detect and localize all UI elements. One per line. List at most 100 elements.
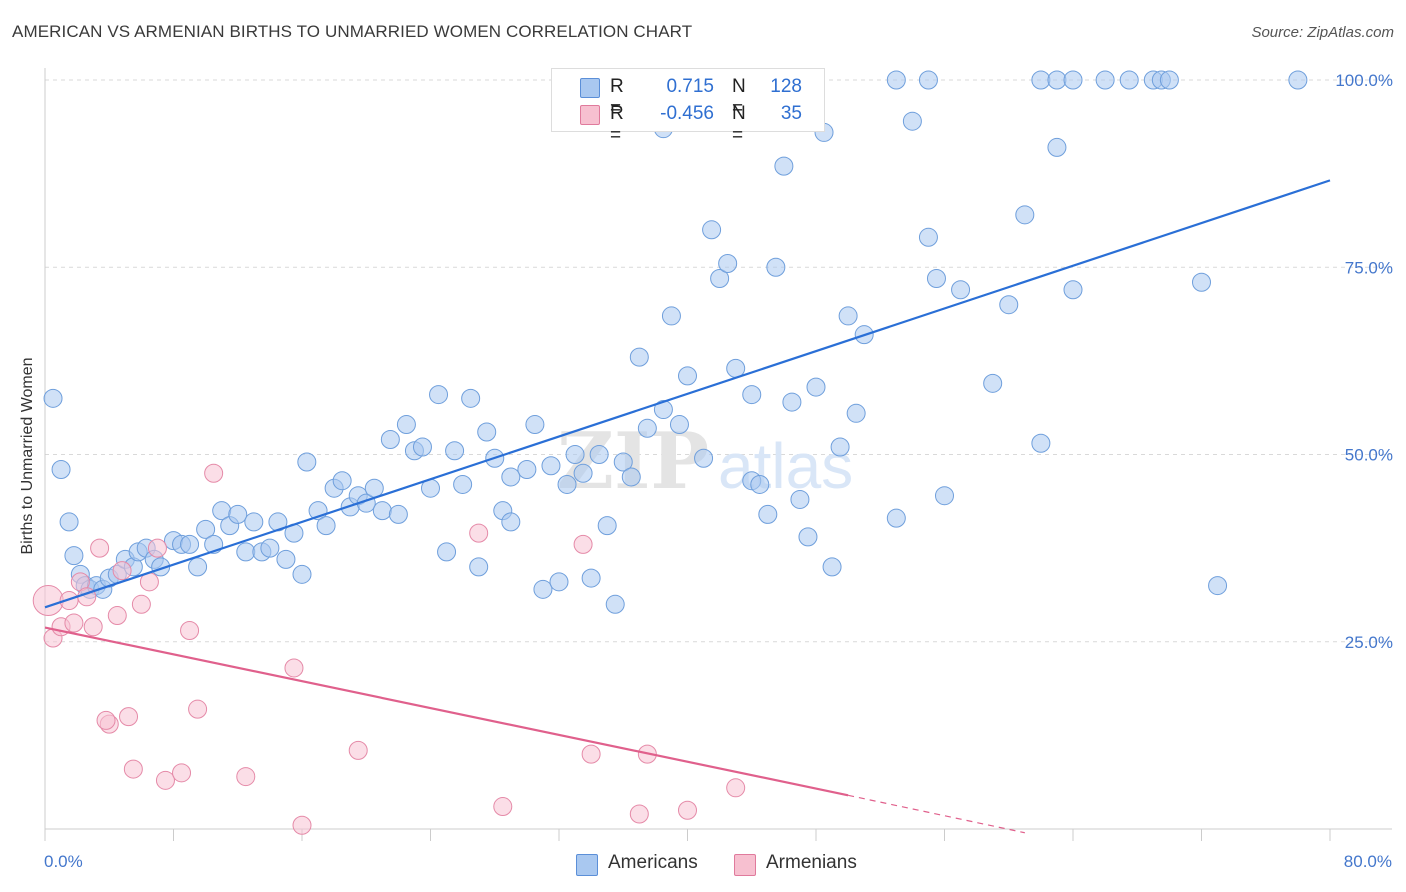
american-point [694, 448, 714, 468]
armenian-point [107, 606, 127, 626]
american-point [412, 437, 432, 457]
american-point [188, 557, 208, 577]
american-point [316, 516, 336, 536]
american-point [822, 557, 842, 577]
american-point [297, 452, 317, 472]
n-label: N = [732, 76, 746, 119]
armenian-point [147, 538, 167, 558]
watermark: ZIP atlas [557, 416, 853, 507]
n-value: 35 [780, 103, 802, 124]
armenians-swatch [580, 105, 600, 125]
american-point [637, 418, 657, 438]
armenian-point [155, 770, 175, 790]
american-point [1208, 576, 1228, 596]
american-point [1063, 70, 1083, 90]
american-point [766, 257, 786, 277]
american-point [782, 392, 802, 412]
y-tick-label: 50.0% [1345, 446, 1393, 465]
armenian-point [284, 658, 304, 678]
armenian-point [629, 804, 649, 824]
american-point [742, 385, 762, 405]
armenian-point [292, 815, 312, 835]
source-label: Source: ZipAtlas.com [1251, 24, 1394, 41]
armenian-point [112, 561, 132, 581]
american-point [1192, 272, 1211, 292]
american-point [525, 415, 545, 435]
american-point [196, 519, 216, 539]
american-point [1095, 70, 1115, 90]
american-point [236, 542, 256, 562]
legend: Americans Armenians [0, 852, 1406, 876]
american-point [565, 445, 585, 464]
american-point [918, 70, 938, 90]
american-point [64, 546, 84, 566]
american-point [332, 471, 352, 491]
american-point [918, 227, 938, 247]
y-tick-label: 25.0% [1345, 633, 1393, 652]
armenians-legend-swatch [734, 854, 756, 876]
american-point [605, 594, 625, 614]
american-point [830, 437, 850, 457]
american-point [621, 467, 641, 487]
american-point [541, 456, 561, 476]
american-point [926, 268, 946, 288]
armenian-point [581, 744, 601, 764]
armenians-trend-extension [848, 794, 1025, 834]
american-point [886, 70, 906, 90]
armenian-point [469, 523, 489, 543]
americans-legend-swatch [576, 854, 598, 876]
n-label: N = [732, 103, 746, 146]
americans-trend-line [44, 179, 1331, 609]
american-point [1031, 433, 1051, 453]
american-point [180, 534, 200, 554]
american-point [461, 388, 481, 408]
armenian-point [188, 699, 208, 719]
armenian-point [726, 778, 746, 798]
american-point [790, 489, 810, 509]
american-point [838, 306, 858, 326]
y-tick-labels: 25.0% 50.0% 75.0% 100.0% [1335, 71, 1393, 652]
american-point [244, 512, 264, 532]
american-point [477, 422, 497, 442]
american-point [59, 512, 79, 532]
american-point [276, 549, 296, 569]
american-point [1015, 205, 1035, 225]
watermark-atlas: atlas [718, 430, 853, 502]
american-point [798, 527, 818, 547]
armenian-point [90, 538, 110, 558]
r-label: R = [610, 76, 624, 119]
armenian-point [32, 585, 64, 617]
american-point [1047, 70, 1067, 90]
r-value: 0.715 [666, 76, 714, 97]
x-tick-max: 80.0% [1343, 852, 1392, 871]
american-point [718, 254, 738, 274]
armenian-point [96, 710, 116, 730]
american-point [661, 306, 681, 326]
american-point [774, 156, 794, 176]
american-point [549, 572, 569, 592]
american-point [445, 441, 465, 461]
armenian-point [348, 740, 368, 760]
american-point [669, 415, 689, 435]
american-point [902, 111, 922, 131]
american-point [501, 467, 521, 487]
american-point [999, 295, 1019, 315]
american-point [437, 542, 457, 562]
american-point [501, 512, 521, 532]
american-point [702, 220, 722, 240]
armenian-point [123, 759, 143, 779]
american-point [533, 579, 553, 599]
legend-label: Americans [608, 852, 698, 873]
american-point [1159, 70, 1179, 90]
x-tick-min: 0.0% [44, 852, 83, 871]
americans-swatch [580, 78, 600, 98]
american-point [597, 516, 617, 536]
american-point [292, 564, 312, 584]
armenian-point [493, 797, 513, 817]
american-point [380, 430, 400, 450]
american-point [951, 280, 971, 300]
american-point [653, 400, 673, 420]
armenians-trend-line [44, 626, 849, 797]
american-point [846, 403, 866, 423]
american-point [1047, 137, 1067, 157]
